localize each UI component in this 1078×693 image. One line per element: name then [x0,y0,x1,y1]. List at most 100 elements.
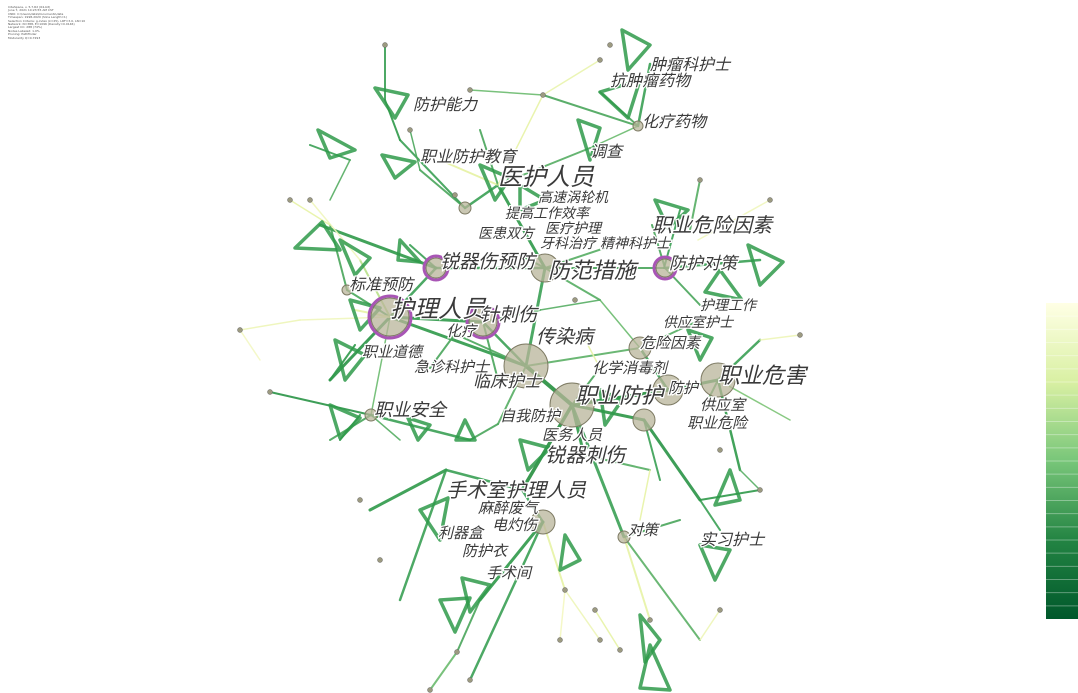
leaf-node [427,687,433,693]
cluster-motif [460,576,492,614]
network-edge [444,468,524,492]
leaf-node [617,647,623,653]
keyword-label: 利器盒 [438,524,485,542]
network-edge [636,62,652,128]
network-edge [559,589,566,641]
network-edge [539,299,601,311]
leaf-node [452,192,458,198]
leaf-node [562,587,568,593]
keyword-label: 提高工作效率 [505,206,591,222]
cluster-motif [703,268,744,302]
cluster-motif [396,238,422,264]
network-edge [697,199,771,241]
keyword-label: 急诊科护士 [414,358,491,376]
cluster-motif [638,643,672,692]
keyword-label: 针刺伤 [480,304,539,326]
leaf-node [767,197,773,203]
year-colorbar [1046,303,1078,619]
network-edge [429,333,456,369]
network-edge [368,468,448,512]
network-edge [639,469,651,521]
colorbar-gradient [1046,303,1078,619]
keyword-node [700,362,736,398]
network-edge [456,599,481,653]
info-line: Timespan: 1998-2020 (Slice Length=1) [8,15,67,20]
network-edge [329,159,351,201]
keyword-label: 牙科治疗 [540,236,598,252]
network-edge [542,94,639,127]
keyword-label: 化疗 [446,322,479,340]
leaf-node [557,637,563,643]
network-edge [663,258,762,270]
network-edge [623,536,701,641]
cluster-motif [698,543,732,582]
info-line: Selection Criteria: g-index (k=25), LRF=… [8,18,86,23]
keyword-node [341,284,353,296]
cluster-motif [438,596,472,634]
network-edge [269,391,372,416]
info-line: Nodes Labeled: 1.0% [8,28,40,33]
network-edge [594,609,621,651]
network-edge [564,589,601,641]
network-edge [468,520,545,682]
keyword-label: 医疗护理 [545,221,603,237]
keyword-label: 自我防护 [500,407,562,425]
keyword-label: 手术间 [486,564,533,582]
cluster-motif [620,28,652,72]
network-edge [497,94,544,186]
leaf-node [382,42,388,48]
network-edge [496,183,547,270]
cluster-motif [478,163,512,202]
network-edge [369,413,472,442]
info-line: Pruning: Pathfinder [8,32,37,37]
cluster-motif [380,153,417,180]
keyword-label: 职业防护教育 [420,147,519,166]
network-edge [469,89,544,96]
network-edge [429,651,458,691]
cluster-motif [293,220,342,252]
keyword-label: 精神科护士 [600,236,672,252]
keyword-node [422,254,450,282]
keyword-label: 防护衣 [462,542,509,560]
keyword-node [364,408,378,422]
keyword-node [458,201,472,215]
keyword-label: 供应室护士 [663,315,735,331]
leaf-node [307,197,313,203]
cluster-motif [598,388,624,427]
cluster-motif [406,416,432,442]
cluster-motif [454,418,477,442]
keyword-node [652,255,678,281]
keyword-label: 职业危险 [687,414,749,432]
network-edge [388,315,528,368]
leaf-node [357,497,363,503]
network-edge [463,183,500,210]
network-edge [623,519,681,538]
network-edge [642,418,702,502]
keyword-label: 护理人员 [390,295,487,323]
cluster-motif [746,243,785,287]
leaf-node [267,389,273,395]
cluster-motif [713,468,742,507]
network-edge [239,329,261,361]
keyword-label: 手术室护理人员 [446,478,587,502]
leaf-node [237,327,243,333]
network-edge [623,536,651,621]
network-edge [589,125,639,149]
keyword-label: 临床护士 [473,372,543,392]
leaf-node [540,92,546,98]
network-edge [579,329,601,369]
keyword-label: 职业危害 [718,364,809,389]
network-edge [497,147,591,186]
network-edge [699,489,761,501]
cluster-motif [518,438,552,472]
keyword-label: 高速涡轮机 [538,190,609,206]
leaf-node [597,637,603,643]
network-edge [419,169,466,209]
keyword-node [632,120,644,132]
keyword-node [465,304,501,340]
info-line: CiteSpace, v. 5.7.R2 (64-bit) [8,5,51,9]
network-nodes [237,42,803,693]
keyword-label: 护理工作 [700,298,758,314]
